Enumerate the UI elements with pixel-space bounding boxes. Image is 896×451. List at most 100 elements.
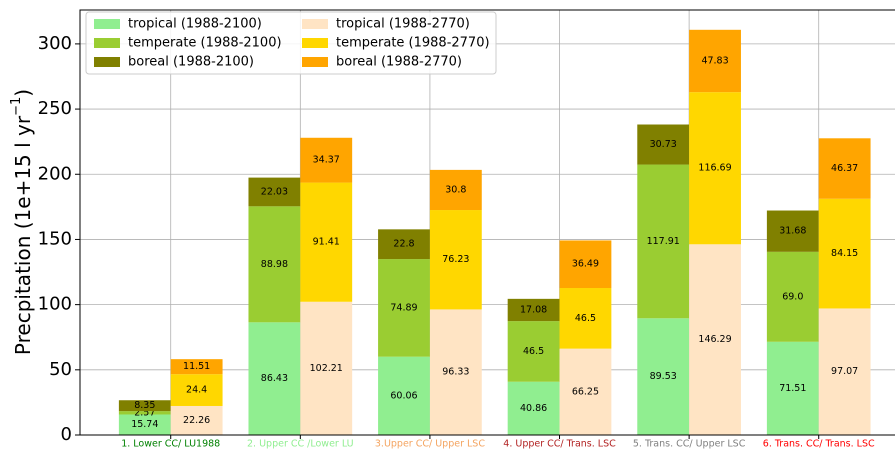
y-label-main: Precpitation (1e+15 l yr bbox=[11, 115, 35, 355]
legend-swatch bbox=[302, 57, 328, 67]
value-label: 46.5 bbox=[575, 313, 596, 324]
legend-label: boreal (1988-2770) bbox=[336, 55, 462, 70]
bar-segment bbox=[818, 198, 871, 309]
legend-label: temperate (1988-2770) bbox=[336, 36, 490, 51]
value-label: 30.73 bbox=[650, 139, 677, 150]
value-label: 74.89 bbox=[390, 302, 417, 313]
value-label: 17.08 bbox=[520, 304, 547, 315]
value-label: 24.4 bbox=[186, 385, 207, 396]
x-tick-label: 4. Upper CC/ Trans. LSC bbox=[503, 439, 616, 450]
value-label: 22.03 bbox=[261, 186, 288, 197]
x-tick-label: 3.Upper CC/ Upper LSC bbox=[375, 439, 485, 450]
legend-label: tropical (1988-2770) bbox=[336, 17, 470, 32]
bar-segment bbox=[766, 210, 819, 252]
bar-segment bbox=[170, 405, 223, 435]
value-label: 146.29 bbox=[698, 334, 731, 345]
bar-segment bbox=[378, 259, 430, 357]
bar-segment bbox=[248, 177, 301, 207]
value-label: 69.0 bbox=[782, 291, 803, 302]
x-tick-label: 6. Trans. CC/ Trans. LSC bbox=[763, 439, 875, 450]
bar-segment bbox=[378, 356, 430, 435]
value-label: 46.5 bbox=[523, 346, 544, 357]
bar-segment bbox=[689, 29, 741, 93]
value-label: 76.23 bbox=[442, 254, 469, 265]
legend-swatch bbox=[302, 19, 328, 29]
bar-segment bbox=[818, 308, 871, 435]
legend-label: tropical (1988-2100) bbox=[128, 17, 262, 32]
bar-segment bbox=[559, 288, 612, 349]
y-tick-label: 0 bbox=[61, 424, 72, 445]
bar-segment bbox=[300, 137, 353, 183]
bar-segment bbox=[637, 124, 690, 165]
value-label: 91.41 bbox=[313, 237, 340, 248]
value-label: 36.49 bbox=[572, 259, 599, 270]
x-tick-label: 1. Lower CC/ LU1988 bbox=[121, 439, 220, 450]
bar-segment bbox=[559, 348, 612, 435]
value-label: 34.37 bbox=[313, 155, 340, 166]
bar-segment bbox=[118, 414, 171, 435]
y-tick-label: 50 bbox=[49, 359, 72, 380]
y-tick-label: 100 bbox=[38, 294, 72, 315]
legend-swatch bbox=[302, 38, 328, 48]
y-label-sup: −1 bbox=[9, 97, 24, 116]
y-tick-label: 300 bbox=[38, 33, 72, 54]
value-label: 89.53 bbox=[650, 371, 677, 382]
bar-segment bbox=[766, 341, 819, 435]
bar-segment bbox=[689, 92, 741, 245]
legend-swatch bbox=[94, 19, 120, 29]
value-label: 22.8 bbox=[393, 239, 414, 250]
bar-segment bbox=[507, 298, 560, 322]
value-label: 86.43 bbox=[261, 373, 288, 384]
legend-swatch bbox=[94, 57, 120, 67]
bar-segment bbox=[637, 318, 690, 435]
value-label: 60.06 bbox=[390, 390, 417, 401]
value-label: 46.37 bbox=[831, 163, 858, 174]
bar-segment bbox=[300, 182, 353, 302]
bar-segment bbox=[766, 251, 819, 342]
axes-frame bbox=[79, 9, 895, 436]
legend-swatch bbox=[94, 38, 120, 48]
value-label: 15.74 bbox=[131, 419, 158, 430]
value-label: 84.15 bbox=[831, 248, 858, 259]
bar-segment bbox=[429, 210, 482, 310]
y-tick-label: 250 bbox=[38, 98, 72, 119]
bar-segment bbox=[248, 206, 301, 323]
bar-segment bbox=[248, 322, 301, 435]
bar-segment bbox=[170, 374, 223, 406]
value-label: 22.26 bbox=[183, 415, 210, 426]
value-label: 71.51 bbox=[779, 383, 806, 394]
bar-segment bbox=[507, 321, 560, 382]
bar-segment bbox=[429, 169, 482, 211]
bar-segment bbox=[689, 244, 741, 435]
bar-segment bbox=[300, 301, 353, 435]
y-tick-label: 150 bbox=[38, 228, 72, 249]
x-tick-label: 5. Trans. CC/ Upper LSC bbox=[633, 439, 746, 450]
y-tick-label: 200 bbox=[38, 163, 72, 184]
x-tick-label: 2. Upper CC /Lower LU bbox=[247, 439, 354, 450]
bar-segment bbox=[507, 381, 560, 435]
bar-segment bbox=[559, 240, 612, 289]
y-axis-label: Precpitation (1e+15 l yr−1) bbox=[9, 89, 35, 355]
bar-segment bbox=[818, 138, 871, 199]
value-label: 40.86 bbox=[520, 403, 547, 414]
y-label-end: ) bbox=[11, 89, 35, 97]
value-label: 102.21 bbox=[310, 363, 343, 374]
value-label: 117.91 bbox=[647, 236, 680, 247]
bar-segment bbox=[170, 359, 223, 375]
value-label: 31.68 bbox=[779, 226, 806, 237]
bar-segment bbox=[637, 164, 690, 319]
value-label: 30.8 bbox=[445, 184, 466, 195]
bar-segment bbox=[378, 229, 430, 260]
value-label: 47.83 bbox=[701, 55, 728, 66]
bar-segment bbox=[118, 411, 171, 415]
value-label: 96.33 bbox=[442, 367, 469, 378]
value-label: 97.07 bbox=[831, 366, 858, 377]
value-label: 11.51 bbox=[183, 361, 210, 372]
value-label: 8.35 bbox=[134, 400, 155, 411]
legend-label: temperate (1988-2100) bbox=[128, 36, 282, 51]
legend-label: boreal (1988-2100) bbox=[128, 55, 254, 70]
bar-segment bbox=[429, 309, 482, 435]
value-label: 88.98 bbox=[261, 259, 288, 270]
legend-box bbox=[85, 11, 497, 75]
